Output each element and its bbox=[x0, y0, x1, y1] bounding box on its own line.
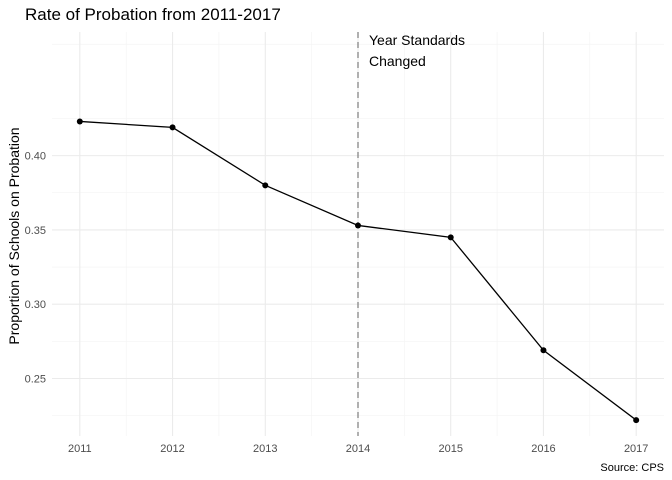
data-point-2017 bbox=[633, 417, 640, 424]
x-tick-label-2014: 2014 bbox=[346, 443, 370, 455]
y-tick-label-0.25: 0.25 bbox=[25, 373, 46, 385]
x-tick-label-2013: 2013 bbox=[253, 443, 277, 455]
y-tick-label-0.30: 0.30 bbox=[25, 299, 46, 311]
series-group bbox=[76, 118, 640, 424]
source-caption: Source: CPS bbox=[600, 462, 664, 474]
data-point-2011 bbox=[76, 118, 83, 125]
annotation-line-1: Year Standards bbox=[369, 32, 465, 48]
data-point-2015 bbox=[447, 234, 454, 241]
data-point-2014 bbox=[355, 222, 361, 229]
y-tick-label-0.35: 0.35 bbox=[25, 225, 46, 237]
y-tick-label-0.40: 0.40 bbox=[25, 151, 46, 163]
data-point-2016 bbox=[540, 347, 547, 354]
tick-labels: 2011 2012 2013 2014 2015 2016 2017 0.25 0.30 0.35… bbox=[25, 151, 649, 455]
x-tick-label-2016: 2016 bbox=[531, 443, 555, 455]
x-tick-label-2015: 2015 bbox=[438, 443, 462, 455]
x-tick-label-2012: 2012 bbox=[160, 443, 184, 455]
annotation-line-2: Changed bbox=[369, 53, 426, 69]
data-point-2012 bbox=[169, 124, 176, 131]
data-point-2013 bbox=[262, 182, 269, 189]
x-tick-label-2011: 2011 bbox=[68, 443, 92, 455]
x-tick-label-2017: 2017 bbox=[624, 443, 648, 455]
y-axis-title: Proportion of Schools on Probation bbox=[6, 127, 22, 344]
chart-title: Rate of Probation from 2011-2017 bbox=[25, 5, 281, 24]
